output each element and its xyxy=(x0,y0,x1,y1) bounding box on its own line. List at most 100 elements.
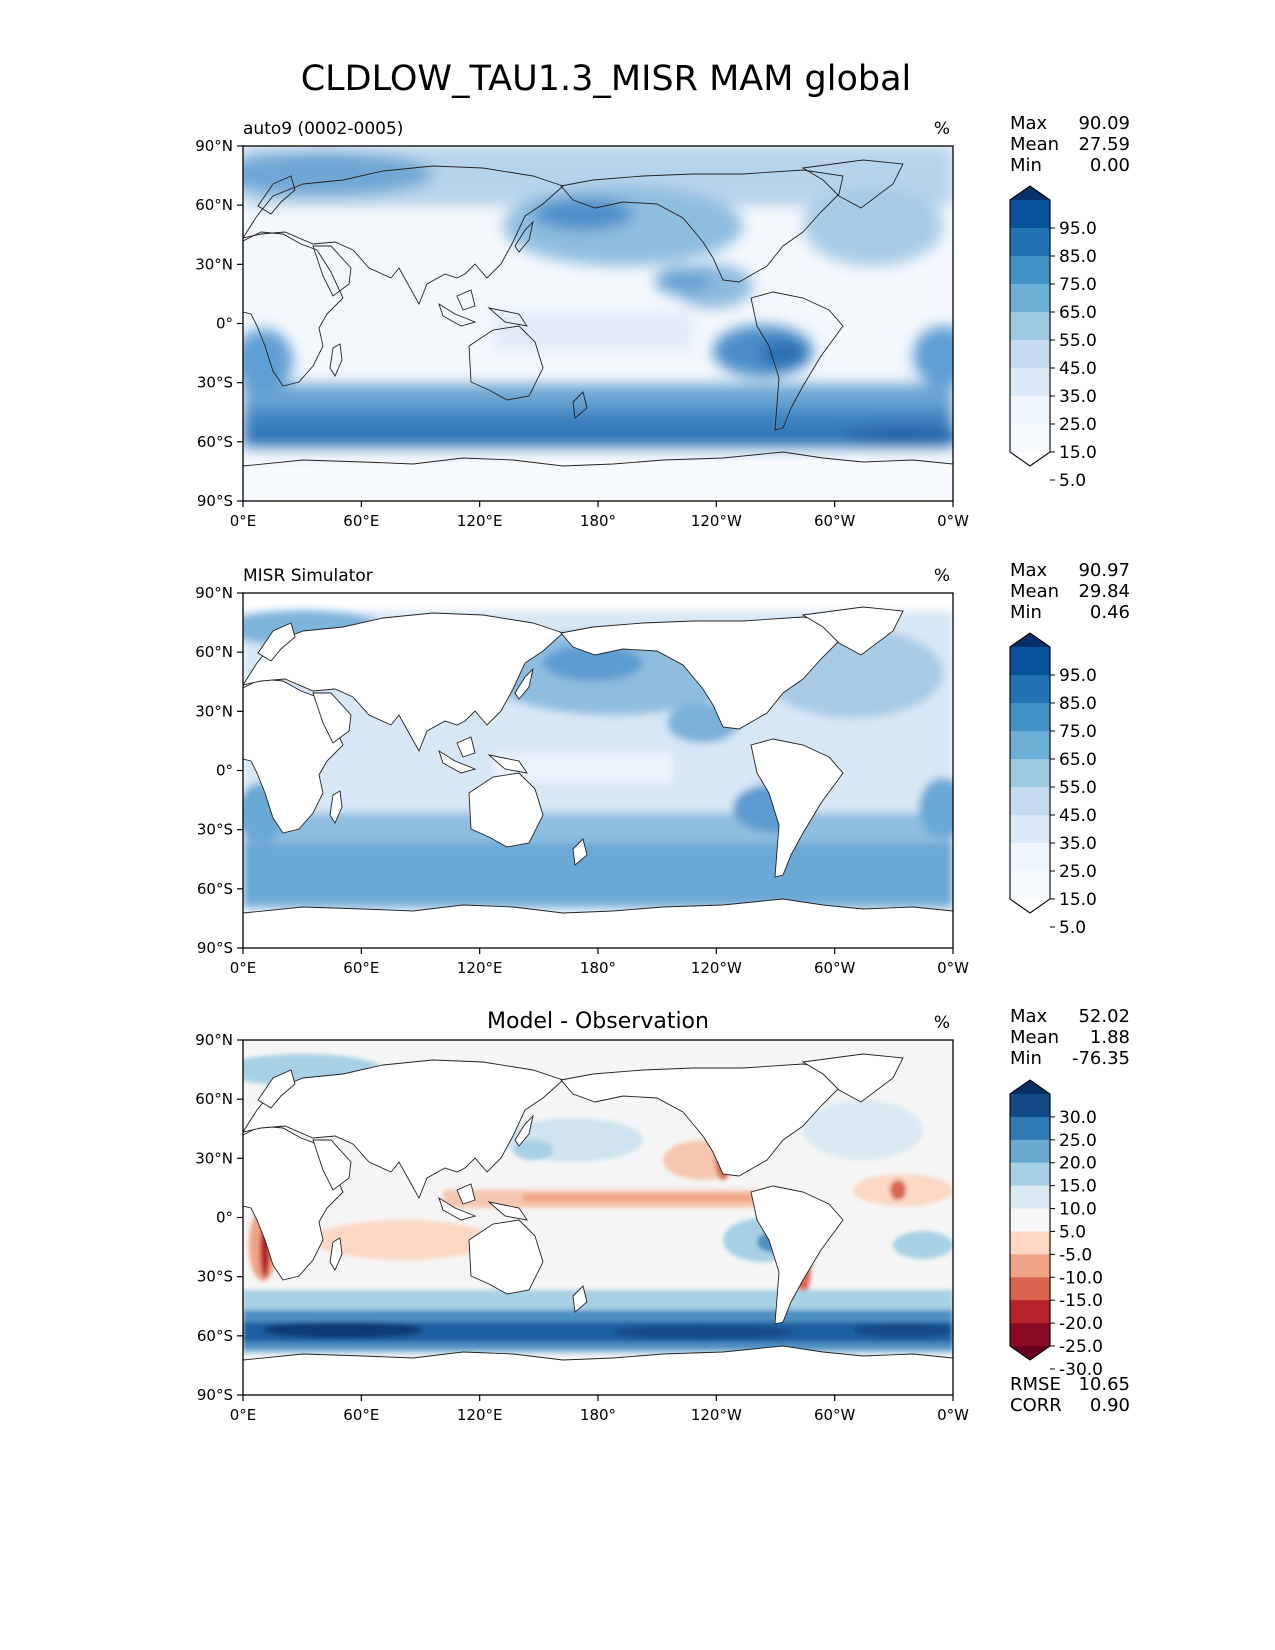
y-tick-label: 90°S xyxy=(197,939,233,957)
y-tick-label: 90°N xyxy=(195,584,233,602)
y-tick-label: 0° xyxy=(216,1209,233,1227)
stat-mean-label: Mean xyxy=(1010,1027,1059,1048)
colorbar-segment xyxy=(1010,284,1050,313)
colorbar-label: 65.0 xyxy=(1059,303,1097,323)
x-tick-label: 120°E xyxy=(457,959,503,977)
y-tick-label: 30°S xyxy=(197,821,233,839)
colorbar-segment xyxy=(1010,647,1050,676)
colorbar-segment xyxy=(1010,1139,1050,1164)
stat-min-label: Min xyxy=(1010,1048,1042,1069)
colorbar-segment xyxy=(1010,1231,1050,1255)
x-tick-label: 0°W xyxy=(937,959,969,977)
stat-max-label: Max xyxy=(1010,1006,1048,1027)
colorbar-segment xyxy=(1010,787,1050,816)
colorbar-extend-max xyxy=(1010,633,1050,647)
y-tick-label: 30°N xyxy=(195,702,233,720)
y-tick-label: 30°N xyxy=(195,1149,233,1167)
colorbar-label: 55.0 xyxy=(1059,331,1097,351)
colorbar-segment xyxy=(1010,1094,1050,1118)
colorbar-label: 5.0 xyxy=(1059,1222,1086,1242)
x-tick-label: 60°W xyxy=(814,512,856,530)
panel-test: auto9 (0002-0005) % xyxy=(195,119,969,530)
colorbar-label: 85.0 xyxy=(1059,247,1097,267)
colorbar-segment xyxy=(1010,1277,1050,1301)
colorbar-extend-min xyxy=(1010,1346,1050,1360)
colorbar-label: 5.0 xyxy=(1059,918,1086,938)
units-label: % xyxy=(934,119,950,139)
stat-max-label: Max xyxy=(1010,113,1048,134)
colorbar-extend-max xyxy=(1010,186,1050,200)
colorbar-segment xyxy=(1010,200,1050,229)
x-tick-label: 0°E xyxy=(230,959,257,977)
stat-max-value: 52.02 xyxy=(1078,1006,1130,1027)
x-tick-label: 60°E xyxy=(343,1406,379,1424)
x-tick-label: 120°E xyxy=(457,1406,503,1424)
colorbar-segment xyxy=(1010,228,1050,257)
y-axis: 90°N 60°N 30°N 0° 30°S 60°S 90°S xyxy=(195,137,243,510)
y-axis: 90°N 60°N 30°N 0° 30°S 60°S 90°S xyxy=(195,1031,243,1404)
colorbar-segment xyxy=(1010,1162,1050,1187)
x-axis: 0°E 60°E 120°E 180° 120°W 60°W 0°W xyxy=(230,948,969,977)
colorbar-extend-max xyxy=(1010,1080,1050,1094)
x-tick-label: 60°W xyxy=(814,959,856,977)
colorbar-label: 45.0 xyxy=(1059,359,1097,379)
rmse-label: RMSE xyxy=(1010,1374,1061,1395)
y-tick-label: 30°S xyxy=(197,374,233,392)
colorbar-segment xyxy=(1010,731,1050,760)
y-tick-label: 60°S xyxy=(197,433,233,451)
x-tick-label: 180° xyxy=(580,959,616,977)
units-label: % xyxy=(934,1013,950,1033)
colorbar-label: 35.0 xyxy=(1059,834,1097,854)
y-tick-label: 60°N xyxy=(195,643,233,661)
map-field xyxy=(243,1040,953,1395)
colorbar-segment xyxy=(1010,1254,1050,1278)
colorbar-label: -30.0 xyxy=(1059,1360,1103,1380)
colorbar-label: 55.0 xyxy=(1059,778,1097,798)
panel-title: Model - Observation xyxy=(487,1009,709,1034)
colorbar-label: 25.0 xyxy=(1059,1131,1097,1151)
stat-mean-value: 29.84 xyxy=(1078,581,1130,602)
stats-block: Max 90.97 Mean 29.84 Min 0.46 xyxy=(1010,560,1130,623)
colorbar-segment xyxy=(1010,703,1050,732)
colorbar-label: -15.0 xyxy=(1059,1291,1103,1311)
colorbar: 95.0 85.0 75.0 65.0 55.0 45.0 35.0 25.0 15.0 5.0 xyxy=(1009,632,1097,938)
colorbar-segment xyxy=(1010,1300,1050,1324)
stat-min-value: 0.46 xyxy=(1090,602,1130,623)
x-tick-label: 120°W xyxy=(691,512,742,530)
colorbar-label: -20.0 xyxy=(1059,1314,1103,1334)
stat-max-value: 90.09 xyxy=(1078,113,1130,134)
colorbar-segment xyxy=(1010,1323,1050,1347)
colorbar-segment xyxy=(1010,256,1050,285)
colorbar-segment xyxy=(1010,424,1050,453)
colorbar-label: 15.0 xyxy=(1059,890,1097,910)
y-tick-label: 60°S xyxy=(197,880,233,898)
panel-title: auto9 (0002-0005) xyxy=(243,119,403,139)
colorbar-label: -25.0 xyxy=(1059,1337,1103,1357)
colorbar: 30.0 25.0 20.0 15.0 10.05.0 -5.0 -10.0 -15.0 -20… xyxy=(1009,1079,1103,1380)
panel-reference: MISR Simulator % 90°N60 xyxy=(195,566,969,977)
y-tick-label: 90°S xyxy=(197,492,233,510)
stats-block: Max 52.02 Mean 1.88 Min -76.35 xyxy=(1010,1006,1130,1069)
colorbar-label: 20.0 xyxy=(1059,1154,1097,1174)
colorbar-label: 75.0 xyxy=(1059,275,1097,295)
colorbar-label: 10.0 xyxy=(1059,1200,1097,1220)
stat-max-label: Max xyxy=(1010,560,1048,581)
colorbar-label: 25.0 xyxy=(1059,862,1097,882)
stats-block: Max 90.09 Mean 27.59 Min 0.00 xyxy=(1010,113,1130,176)
x-tick-label: 120°E xyxy=(457,512,503,530)
colorbar-segment xyxy=(1010,1208,1050,1232)
y-tick-label: 60°N xyxy=(195,1090,233,1108)
x-axis: 0°E 60°E 120°E 180° 120°W 60°W 0°W xyxy=(230,1395,969,1424)
rmse-value: 10.65 xyxy=(1078,1374,1130,1395)
map-field xyxy=(243,593,953,948)
y-tick-label: 60°N xyxy=(195,196,233,214)
y-tick-label: 30°N xyxy=(195,255,233,273)
x-tick-label: 180° xyxy=(580,512,616,530)
stat-min-label: Min xyxy=(1010,602,1042,623)
colorbar-label: 95.0 xyxy=(1059,219,1097,239)
y-tick-label: 0° xyxy=(216,762,233,780)
colorbar: 95.0 85.0 75.0 65.0 55.0 45.0 35.0 25.0 15.0 5.0 xyxy=(1009,185,1097,491)
colorbar-label: 65.0 xyxy=(1059,750,1097,770)
x-tick-label: 120°W xyxy=(691,1406,742,1424)
